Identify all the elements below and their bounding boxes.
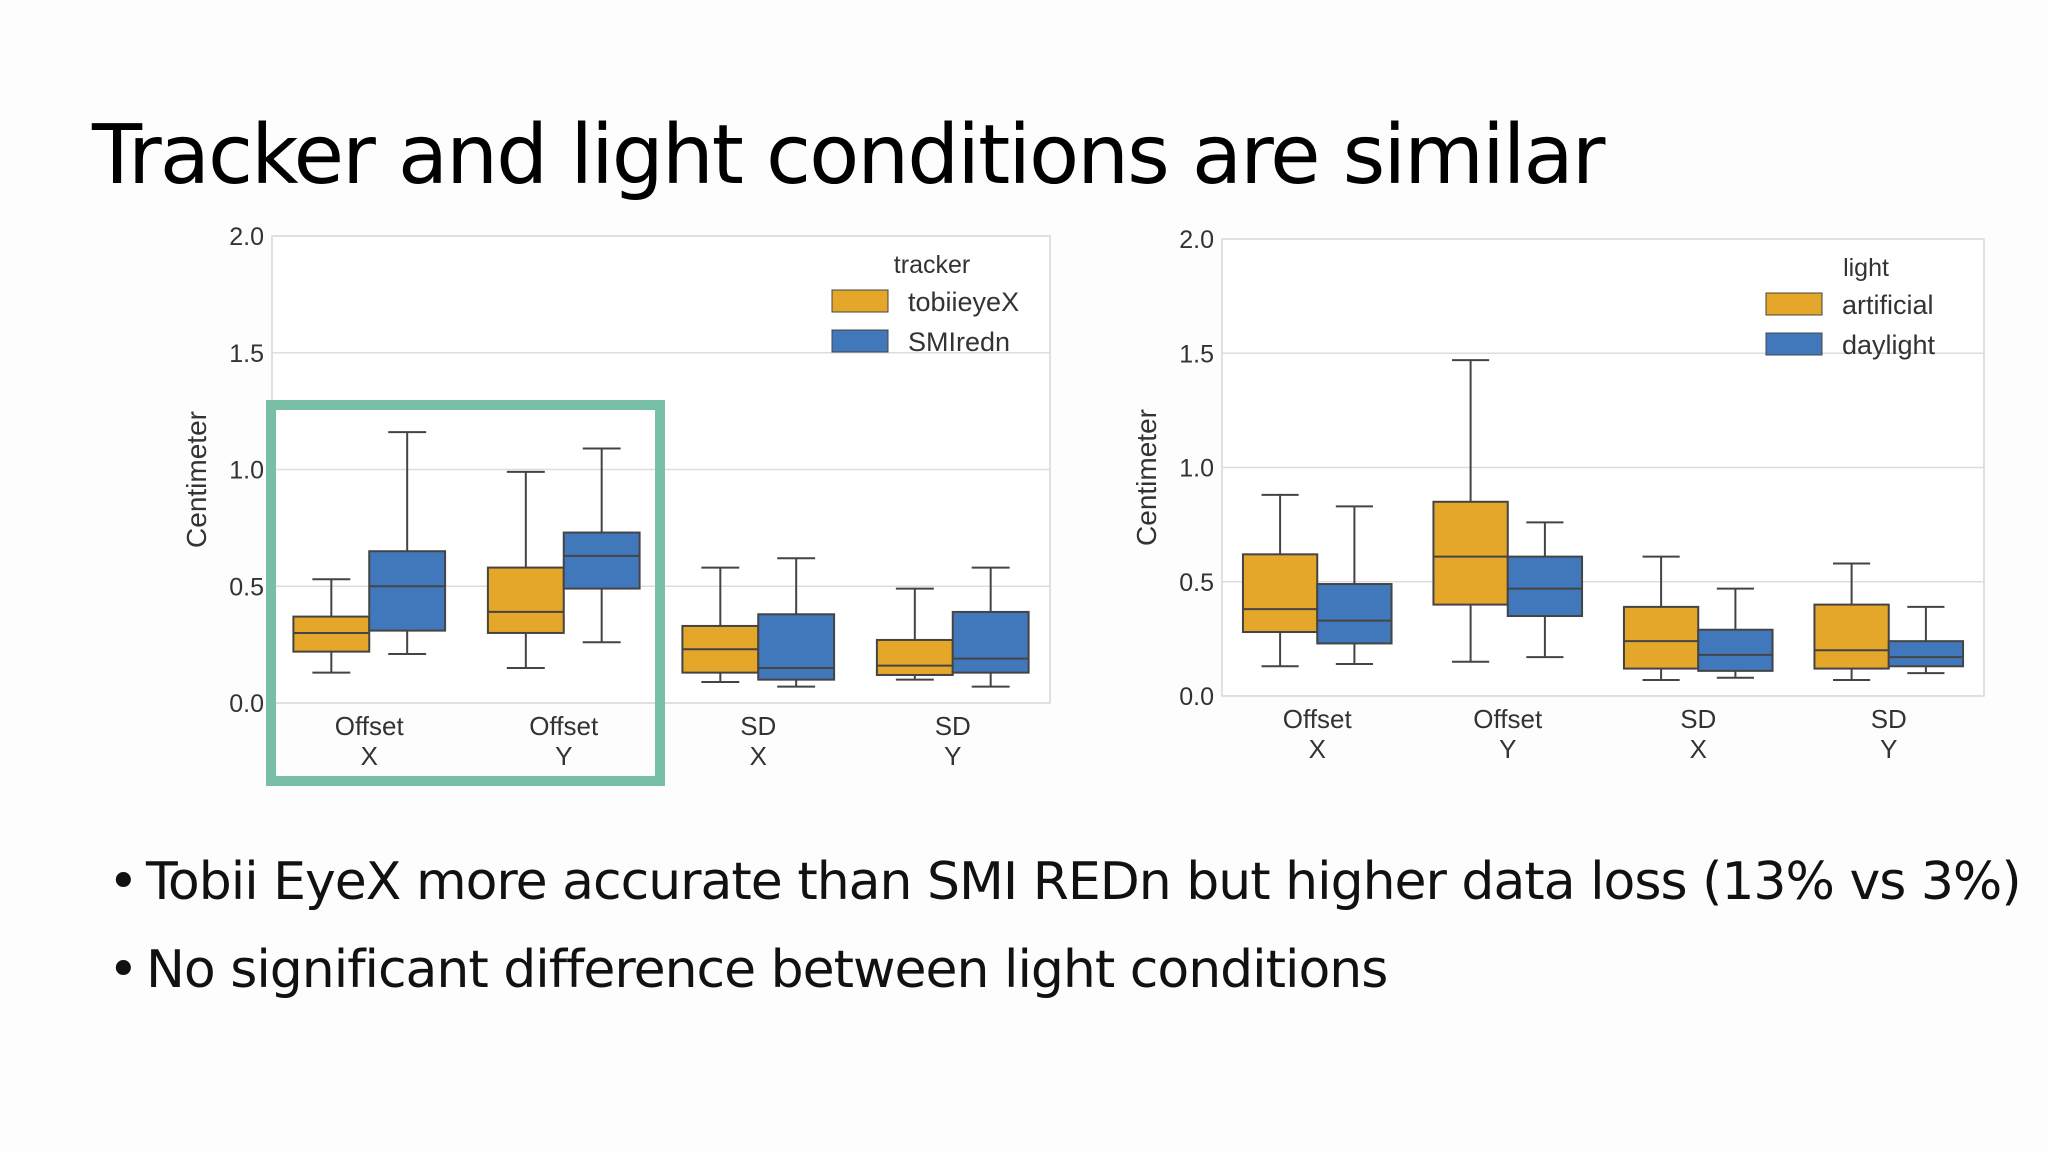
bullet-item: • No significant difference between light… <box>108 926 2021 1014</box>
bullet-text: No significant difference between light … <box>146 940 1388 1000</box>
x-tick-label: X <box>1690 734 1707 764</box>
legend-label: daylight <box>1842 330 1936 360</box>
x-tick-label: X <box>1309 734 1326 764</box>
y-tick-label: 1.5 <box>1179 340 1214 368</box>
x-tick-label: Y <box>944 741 961 771</box>
box-body <box>1622 605 1700 670</box>
box-body <box>951 610 1030 674</box>
x-tick-label: Offset <box>335 711 405 741</box>
y-tick-label: 0.5 <box>1179 569 1214 597</box>
x-tick-label: X <box>750 741 767 771</box>
y-tick-label: 0.5 <box>229 573 264 601</box>
box-body <box>1241 553 1319 634</box>
legend-swatch <box>831 329 889 353</box>
legend-title: tracker <box>894 251 970 279</box>
box-body <box>486 566 565 634</box>
bullet-list: • Tobii EyeX more accurate than SMI REDn … <box>108 838 2022 1014</box>
box-body <box>368 550 447 632</box>
y-tick-label: 0.0 <box>1179 683 1214 711</box>
x-tick-label: Offset <box>529 711 599 741</box>
y-axis-label: Centimeter <box>181 411 212 548</box>
legend-label: tobiieyeX <box>908 287 1019 317</box>
x-tick-label: X <box>361 741 378 771</box>
box-body <box>875 638 954 676</box>
box-body <box>292 615 371 653</box>
box-body <box>1432 500 1509 606</box>
box-body <box>1887 640 1965 668</box>
x-tick-label: SD <box>1680 704 1716 734</box>
box-body <box>757 613 836 681</box>
x-tick-label: Y <box>1880 734 1897 764</box>
legend-swatch <box>831 289 889 313</box>
x-tick-label: SD <box>935 711 971 741</box>
slide-title: Tracker and light conditions are similar <box>92 108 1606 203</box>
box-body <box>1813 603 1890 670</box>
legend-title: light <box>1843 254 1889 282</box>
bullet-dot: • <box>108 852 139 912</box>
box-body <box>1697 628 1774 672</box>
highlight-box <box>266 400 665 786</box>
x-tick-label: Offset <box>1283 704 1353 734</box>
bullet-item: • Tobii EyeX more accurate than SMI REDn … <box>108 838 2022 926</box>
legend-swatch <box>1765 292 1823 316</box>
charts-canvas: 0.00.51.01.52.0CentimeterOffsetXOffsetYS… <box>181 223 1985 786</box>
x-tick-label: Offset <box>1473 704 1543 734</box>
box-body <box>562 531 641 590</box>
y-tick-label: 0.0 <box>229 690 264 718</box>
x-tick-label: Y <box>1499 734 1516 764</box>
legend-swatch <box>1765 332 1823 356</box>
y-tick-label: 2.0 <box>1179 226 1214 254</box>
y-tick-label: 1.0 <box>1179 455 1214 483</box>
legend-label: SMIredn <box>908 327 1010 357</box>
x-tick-label: Y <box>555 741 572 771</box>
y-tick-label: 1.5 <box>229 340 264 368</box>
bullet-dot: • <box>108 940 139 1000</box>
box-body <box>1506 555 1584 618</box>
y-axis-label: Centimeter <box>1131 409 1162 546</box>
legend-label: artificial <box>1842 290 1934 320</box>
x-tick-label: SD <box>740 711 776 741</box>
bullet-text: Tobii EyeX more accurate than SMI REDn b… <box>146 852 2022 912</box>
box-body <box>1316 583 1393 645</box>
x-tick-label: SD <box>1871 704 1907 734</box>
y-tick-label: 2.0 <box>229 223 264 251</box>
y-tick-label: 1.0 <box>229 457 264 485</box>
